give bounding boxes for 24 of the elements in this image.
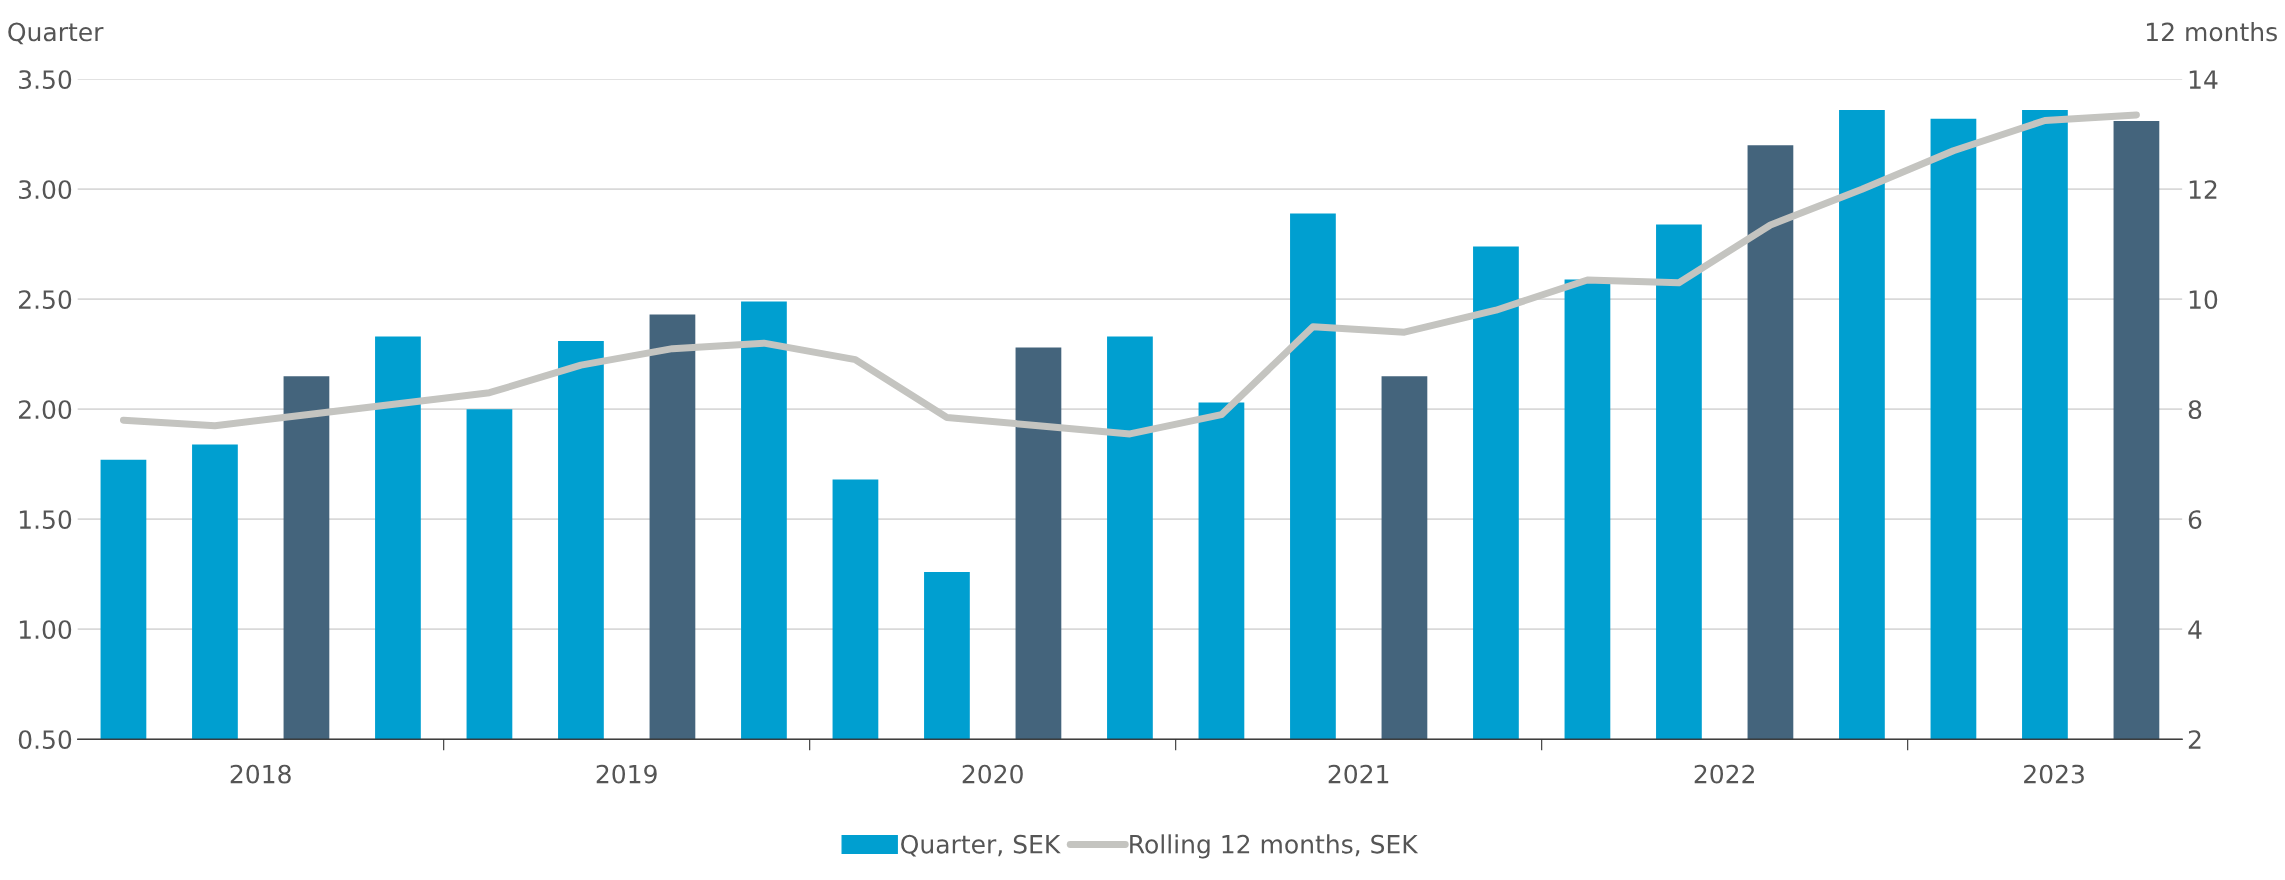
y-tick-label: 3.00 — [19, 180, 72, 200]
x-tick-label: 2021 — [1328, 764, 1389, 784]
y-tick-label: 0.50 — [18, 730, 72, 750]
x-tick-label: 2019 — [596, 764, 657, 784]
y-tick-label: 2.00 — [19, 400, 72, 420]
x-tick-label: 2018 — [230, 764, 291, 784]
y-tick-label: 1.00 — [19, 620, 72, 640]
y2-tick-label: 10 — [2189, 290, 2218, 310]
y-tick-label: 3.50 — [19, 70, 72, 90]
x-tick-label: 2020 — [962, 764, 1023, 784]
y-axis-title: Quarter — [8, 22, 104, 45]
x-tick-label: 2022 — [1694, 764, 1754, 784]
y2-tick-label: 14 — [2189, 70, 2218, 89]
y-tick-label: 2.50 — [19, 290, 72, 310]
y-tick-label: 1.50 — [19, 510, 72, 530]
y2-tick-label: 2 — [2188, 730, 2201, 749]
y2-tick-label: 6 — [2188, 510, 2202, 530]
y2-tick-label: 4 — [2188, 620, 2202, 639]
x-tick-label: 2023 — [2024, 764, 2084, 784]
y2-axis-title: 12 months — [2146, 22, 2277, 42]
y2-tick-label: 8 — [2188, 400, 2202, 420]
legend-label: Rolling 12 months, SEK — [1130, 834, 1419, 859]
y2-tick-label: 12 — [2189, 180, 2217, 199]
legend-label: Quarter, SEK — [901, 834, 1061, 857]
